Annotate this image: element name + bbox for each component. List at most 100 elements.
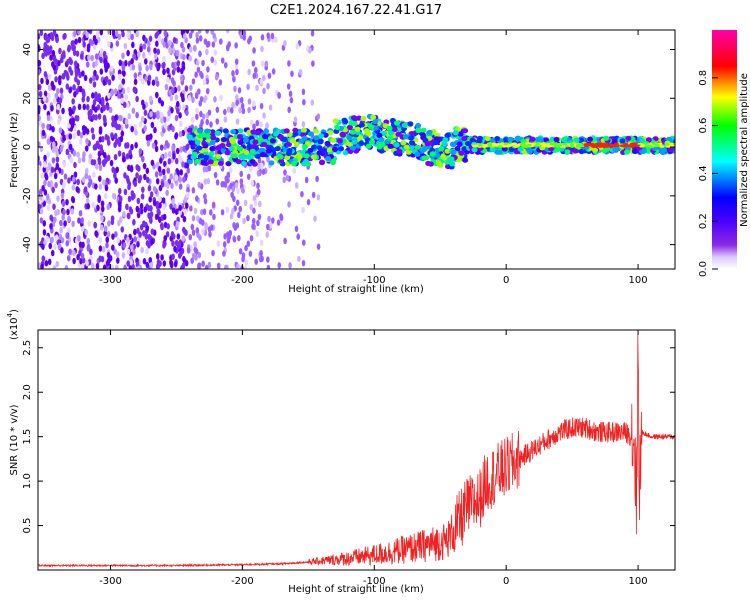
spectrogram-cell bbox=[184, 126, 188, 133]
spectrogram-cell bbox=[408, 135, 415, 141]
spectrogram-cell bbox=[118, 187, 122, 195]
spectrogram-cell bbox=[109, 65, 114, 72]
spectrogram-cell bbox=[421, 155, 428, 161]
spectrogram-cell bbox=[162, 242, 166, 249]
spectrogram-cell bbox=[39, 30, 44, 37]
y-tick-label: -20 bbox=[22, 188, 33, 204]
y-tick-label: 1.5 bbox=[22, 429, 33, 445]
spectrogram-cell bbox=[95, 74, 99, 81]
spectrogram-cell bbox=[114, 30, 119, 38]
spectrogram-cell bbox=[180, 265, 184, 269]
spectrogram-cell bbox=[600, 144, 606, 148]
spectrogram-cell bbox=[40, 263, 44, 269]
spectrogram-cell bbox=[82, 103, 87, 111]
spectrogram-cell bbox=[102, 79, 107, 86]
spectrogram-cell bbox=[216, 240, 221, 247]
spectrogram-cell bbox=[167, 158, 172, 165]
spectrogram-x-axis-label: Height of straight line (km) bbox=[288, 284, 424, 295]
spectrogram-cell bbox=[100, 205, 105, 213]
spectrogram-cell bbox=[157, 165, 162, 173]
x-tick-label: -200 bbox=[231, 576, 254, 587]
spectrogram-cell bbox=[102, 151, 107, 159]
spectrogram-cell bbox=[159, 111, 164, 119]
spectrogram-cell bbox=[48, 242, 53, 250]
spectrogram-cell bbox=[242, 217, 246, 225]
spectrogram-cell bbox=[98, 183, 103, 190]
spectrogram-cell bbox=[102, 114, 107, 122]
spectrogram-cell bbox=[97, 113, 102, 120]
spectrogram-cell bbox=[43, 154, 47, 162]
spectrogram-cell bbox=[46, 114, 51, 122]
spectrogram-cell bbox=[631, 148, 638, 155]
spectrogram-cell bbox=[220, 136, 227, 143]
spectrogram-cell bbox=[209, 139, 216, 146]
spectrogram-cell bbox=[175, 100, 180, 108]
spectrogram-cell bbox=[183, 162, 188, 169]
spectrogram-cell bbox=[61, 214, 65, 221]
colorbar-tick-label: 0.8 bbox=[698, 70, 709, 86]
spectrogram-cell bbox=[220, 209, 225, 216]
spectrogram-cell bbox=[587, 136, 594, 142]
spectrogram-cell bbox=[231, 185, 236, 193]
spectrogram-cell bbox=[50, 104, 54, 112]
spectrogram-cell bbox=[182, 33, 187, 40]
spectrogram-cell bbox=[441, 141, 448, 147]
spectrogram-cell bbox=[92, 74, 96, 82]
spectrogram-cell bbox=[162, 260, 167, 267]
spectrogram-cell bbox=[268, 222, 273, 229]
spectrogram-cell bbox=[115, 123, 119, 131]
spectrogram-cell bbox=[181, 54, 186, 61]
spectrogram-cell bbox=[260, 45, 264, 53]
spectrogram-cell bbox=[303, 153, 310, 159]
colorbar-gradient bbox=[712, 30, 737, 269]
spectrogram-cell bbox=[259, 249, 263, 257]
spectrogram-cell bbox=[144, 233, 149, 240]
spectrogram-cell bbox=[254, 153, 261, 159]
spectrogram-cell bbox=[167, 150, 172, 158]
spectrogram-cell bbox=[524, 145, 529, 148]
spectrogram-cell bbox=[133, 123, 137, 131]
spectrogram-cell bbox=[72, 132, 77, 140]
snr-x-ticks: -300 -200 -100 0 100 bbox=[99, 330, 648, 587]
spectrogram-cell bbox=[69, 157, 73, 164]
colorbar-label: Normalized spectral amplitude bbox=[739, 73, 750, 227]
spectrogram-cell bbox=[149, 133, 153, 140]
spectrogram-cell bbox=[90, 127, 95, 134]
spectrogram-cell bbox=[321, 149, 328, 155]
spectrogram-cell bbox=[214, 74, 219, 81]
spectrogram-cell bbox=[461, 135, 468, 142]
spectrogram-cell bbox=[50, 166, 55, 174]
spectrogram-cell bbox=[59, 227, 63, 234]
spectrogram-cell bbox=[62, 161, 67, 168]
spectrogram-cell bbox=[155, 253, 160, 260]
spectrogram-cell bbox=[98, 245, 103, 252]
spectrogram-cell bbox=[198, 218, 203, 225]
spectrogram-cell bbox=[125, 175, 130, 182]
spectrogram-cell bbox=[117, 219, 121, 227]
spectrogram-cell bbox=[546, 144, 552, 148]
spectrogram-cell bbox=[178, 176, 183, 183]
spectrogram-cell bbox=[167, 109, 171, 117]
spectrogram-cell bbox=[432, 139, 439, 146]
snr-y-multiplier: (x104) bbox=[6, 309, 20, 340]
spectrogram-cell bbox=[477, 135, 484, 141]
spectrogram-cell bbox=[364, 137, 371, 143]
spectrogram-cell bbox=[203, 197, 208, 205]
spectrogram-cell bbox=[258, 200, 262, 208]
spectrogram-heatmap bbox=[38, 30, 675, 269]
snr-frame bbox=[37, 329, 676, 571]
spectrogram-cell bbox=[197, 251, 202, 259]
spectrogram-cell bbox=[51, 49, 56, 57]
spectrogram-cell bbox=[235, 94, 239, 101]
spectrogram-cell bbox=[128, 149, 132, 156]
spectrogram-cell bbox=[252, 47, 256, 54]
spectrogram-cell bbox=[310, 30, 315, 37]
spectrogram-cell bbox=[242, 30, 246, 37]
spectrogram-cell bbox=[59, 56, 64, 64]
spectrogram-cell bbox=[142, 52, 146, 59]
snr-y-axis-label: SNR (10 * v/v) bbox=[9, 404, 20, 475]
spectrogram-cell bbox=[116, 237, 120, 244]
spectrogram-cell bbox=[107, 30, 111, 35]
spectrogram-cell bbox=[198, 234, 202, 241]
spectrogram-cell bbox=[289, 138, 296, 144]
